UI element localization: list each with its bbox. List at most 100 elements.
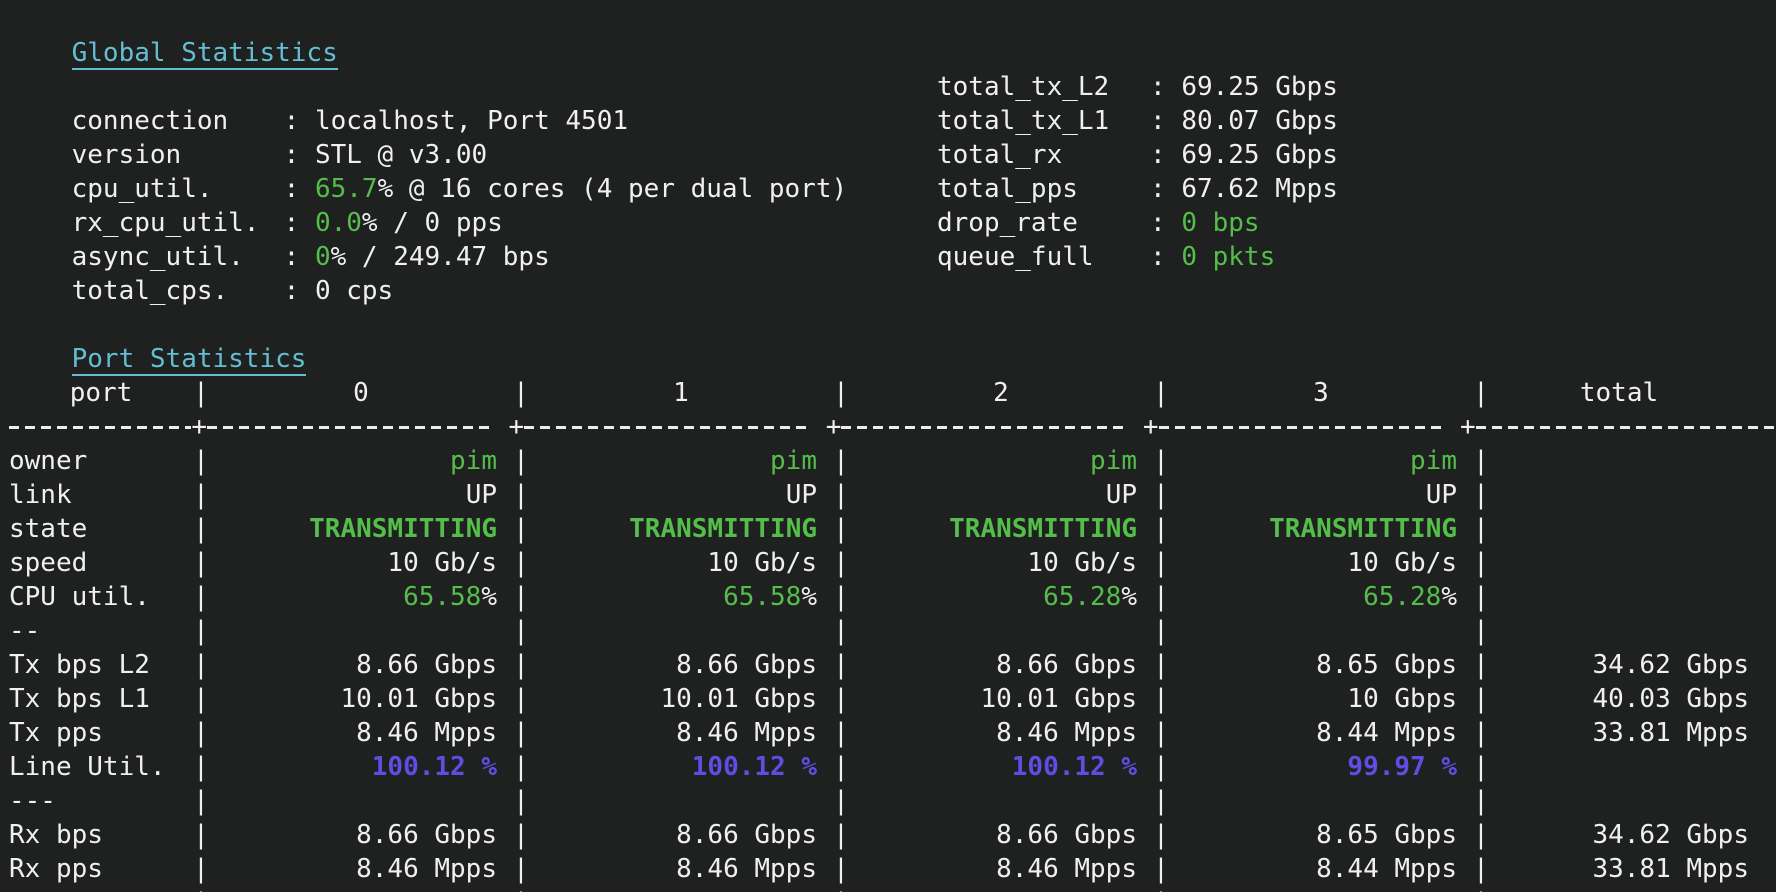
stat-value: 69.25 Gbps: [1181, 72, 1338, 102]
pipe-separator: |: [1153, 616, 1169, 646]
row-label: speed: [9, 548, 88, 578]
pipe-separator: |: [1473, 718, 1489, 748]
stat-label: async_util.: [71, 242, 244, 272]
stat-value-green: 0 pkts: [1181, 242, 1276, 272]
cell-port-1: 8.46 Mpps: [676, 854, 817, 884]
pipe-separator: |: [513, 886, 529, 892]
pipe-separator: |: [833, 616, 849, 646]
stat-value-green: 0: [314, 242, 331, 272]
pipe-separator: |: [1473, 582, 1489, 612]
pipe-separator: |: [833, 514, 849, 544]
separator-dashes: [841, 410, 1142, 444]
cell-port-0: 10 Gb/s: [387, 548, 497, 578]
cpu-value: 65.28: [1363, 582, 1442, 612]
pipe-separator: |: [1153, 718, 1169, 748]
global-statistics-heading-row: Global Statistics: [9, 2, 1776, 70]
port-row-link: link | UP | UP | UP | UP |: [9, 478, 1776, 512]
cell-port-1: 8.66 Gbps: [676, 820, 817, 850]
pipe-separator: |: [833, 548, 849, 578]
cell-total: [1489, 886, 1749, 892]
pipe-separator: |: [833, 480, 849, 510]
separator-dashes: [524, 410, 825, 444]
port-statistics-heading-row: Port Statistics: [9, 308, 1776, 376]
cell-port-3: [1169, 886, 1473, 892]
cell-port-1: TRANSMITTING: [629, 514, 817, 544]
cell-port-1: 100.12 %: [691, 752, 817, 782]
cell-port-0: [209, 886, 513, 892]
pipe-separator: |: [1473, 514, 1489, 544]
cell-port-2: UP: [1105, 480, 1137, 510]
cell-port-2: pim: [1090, 446, 1137, 476]
cell-port-3: [1169, 784, 1473, 818]
stat-value: localhost, Port 4501: [314, 106, 629, 136]
pipe-separator: |: [1153, 786, 1169, 816]
pipe-separator: |: [513, 378, 529, 408]
plus-junction: +: [1460, 412, 1476, 442]
cell-port-2: 8.66 Gbps: [996, 820, 1137, 850]
row-label: Tx bps L2: [9, 650, 150, 680]
colon: :: [1150, 242, 1182, 272]
cell-total: 33.81 Mpps: [1592, 854, 1749, 884]
cell-port-2: [849, 886, 1153, 892]
pipe-separator: |: [513, 820, 529, 850]
pipe-separator: |: [193, 684, 209, 714]
cell-port-0: pim: [450, 446, 497, 476]
stat-value-rest: % / 249.47 bps: [330, 242, 550, 272]
stat-label: total_tx_L2: [937, 72, 1110, 102]
stat-value-rest: % @ 16 cores (4 per dual port): [377, 174, 848, 204]
pipe-separator: |: [193, 752, 209, 782]
plus-junction: +: [191, 412, 208, 442]
row-label: Line Util.: [9, 752, 166, 782]
plus-junction: +: [1142, 412, 1159, 442]
pipe-separator: |: [193, 820, 209, 850]
cell-port-2: 8.46 Mpps: [996, 854, 1137, 884]
colon: :: [283, 208, 315, 238]
cell-port-0: 8.46 Mpps: [356, 718, 497, 748]
port-row-tx-bps-l1: Tx bps L1 | 10.01 Gbps | 10.01 Gbps | 10…: [9, 682, 1776, 716]
cell-port-3: 8.65 Gbps: [1316, 820, 1457, 850]
cell-port-1: 10 Gb/s: [707, 548, 817, 578]
port-row-tx-pps: Tx pps | 8.46 Mpps | 8.46 Mpps | 8.46 Mp…: [9, 716, 1776, 750]
port-row-state: state | TRANSMITTING | TRANSMITTING | TR…: [9, 512, 1776, 546]
pipe-separator: |: [833, 650, 849, 680]
port-row-owner: owner | pim | pim | pim | pim |: [9, 444, 1776, 478]
column-header-total: total: [1579, 378, 1659, 408]
row-label: Tx bps L1: [9, 684, 150, 714]
column-header-3: 3: [1313, 378, 1329, 408]
pipe-separator: |: [193, 378, 209, 408]
colon: :: [1150, 140, 1182, 170]
port-row-divider: -- | | | | |: [9, 614, 1776, 648]
cell-total: 33.81 Mpps: [1592, 718, 1749, 748]
port-row-rx-bps: Rx bps | 8.66 Gbps | 8.66 Gbps | 8.66 Gb…: [9, 818, 1776, 852]
cell-port-2: 8.66 Gbps: [996, 650, 1137, 680]
separator-dashes: [9, 410, 192, 444]
port-row-speed: speed | 10 Gb/s | 10 Gb/s | 10 Gb/s | 10…: [9, 546, 1776, 580]
cell-port-3: 10 Gbps: [1347, 684, 1457, 714]
blank-line: [9, 36, 1776, 70]
cell-port-0: 10.01 Gbps: [340, 684, 497, 714]
cell-port-2: 10.01 Gbps: [980, 684, 1137, 714]
pipe-separator: |: [513, 514, 529, 544]
pipe-separator: |: [193, 446, 209, 476]
pipe-separator: |: [833, 886, 849, 892]
cell-port-1: 8.46 Mpps: [676, 718, 817, 748]
pipe-separator: |: [513, 480, 529, 510]
percent-sign: %: [481, 582, 497, 612]
cell-port-3: UP: [1425, 480, 1457, 510]
pipe-separator: |: [1153, 684, 1169, 714]
pipe-separator: |: [833, 820, 849, 850]
pipe-separator: |: [1153, 480, 1169, 510]
pipe-separator: |: [1153, 582, 1169, 612]
pipe-separator: |: [193, 480, 209, 510]
stat-value: 80.07 Gbps: [1181, 106, 1338, 136]
pipe-separator: |: [193, 854, 209, 884]
cell-total: 34.62 Gbps: [1592, 820, 1749, 850]
cell-total: [1489, 750, 1749, 784]
table-separator-row: + + + + +: [9, 410, 1776, 444]
cell-port-1: 8.66 Gbps: [676, 650, 817, 680]
stat-value-rest: % / 0 pps: [361, 208, 503, 238]
cell-total: 40.03 Gbps: [1592, 684, 1749, 714]
pipe-separator: |: [1153, 378, 1169, 408]
cell-port-1: 65.58%: [529, 580, 833, 614]
